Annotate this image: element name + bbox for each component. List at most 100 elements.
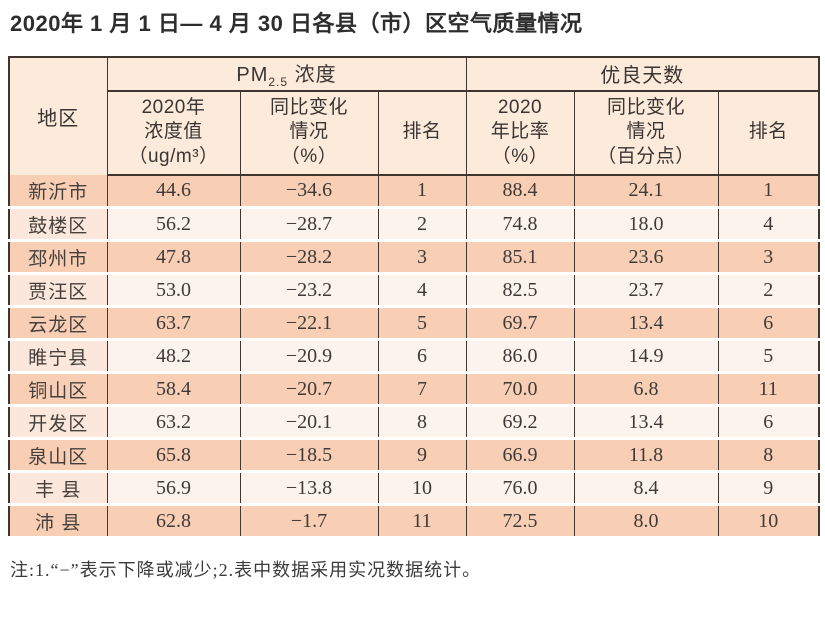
pm25-change-cell: −20.1: [240, 405, 379, 441]
ratio-value-cell: 66.9: [466, 438, 575, 474]
ratio-value-cell: 85.1: [466, 240, 575, 276]
ratio-value-cell: 86.0: [466, 339, 575, 375]
ratio-rank-cell: 2: [718, 273, 819, 309]
region-cell: 沛 县: [9, 504, 108, 540]
ratio-change-cell: 23.7: [574, 273, 719, 309]
ratio-rank-cell: 8: [718, 438, 819, 474]
region-cell: 贾汪区: [9, 273, 108, 309]
table-row: 邳州市 47.8 −28.2 3 85.1 23.6 3: [9, 240, 819, 276]
pm25-value-cell: 63.7: [107, 306, 241, 342]
column-header-ratio-rank: 排名: [718, 90, 819, 176]
table-row: 泉山区 65.8 −18.5 9 66.9 11.8 8: [9, 438, 819, 474]
table-header: 地区 PM2.5 浓度 优良天数 2020年 浓度值 （ug/m³） 同比变化 …: [9, 56, 819, 176]
pm25-change-cell: −22.1: [240, 306, 379, 342]
ratio-change-cell: 14.9: [574, 339, 719, 375]
ratio-change-cell: 18.0: [574, 207, 719, 243]
table-row: 睢宁县 48.2 −20.9 6 86.0 14.9 5: [9, 339, 819, 375]
ratio-rank-cell: 1: [718, 174, 819, 210]
column-group-pm25: PM2.5 浓度: [107, 56, 467, 92]
ratio-rank-cell: 11: [718, 372, 819, 408]
ratio-rank-cell: 5: [718, 339, 819, 375]
column-group-good-days: 优良天数: [466, 56, 819, 92]
pm25-value-cell: 63.2: [107, 405, 241, 441]
air-quality-table: 地区 PM2.5 浓度 优良天数 2020年 浓度值 （ug/m³） 同比变化 …: [8, 55, 820, 540]
pm25-rank-cell: 4: [378, 273, 467, 309]
page-title: 2020年 1 月 1 日— 4 月 30 日各县（市）区空气质量情况: [10, 11, 583, 36]
region-cell: 鼓楼区: [9, 207, 108, 243]
ratio-value-cell: 76.0: [466, 471, 575, 507]
pm25-value-cell: 48.2: [107, 339, 241, 375]
pm25-value-cell: 53.0: [107, 273, 241, 309]
pm25-label-prefix: PM: [236, 64, 269, 87]
ratio-rank-cell: 6: [718, 405, 819, 441]
region-cell: 睢宁县: [9, 339, 108, 375]
pm25-change-cell: −28.7: [240, 207, 379, 243]
ratio-value-cell: 70.0: [466, 372, 575, 408]
pm25-change-cell: −23.2: [240, 273, 379, 309]
table-row: 贾汪区 53.0 −23.2 4 82.5 23.7 2: [9, 273, 819, 309]
ratio-rank-cell: 10: [718, 504, 819, 540]
pm25-value-cell: 44.6: [107, 174, 241, 210]
table-row: 新沂市 44.6 −34.6 1 88.4 24.1 1: [9, 174, 819, 210]
ratio-value-cell: 69.7: [466, 306, 575, 342]
pm25-change-cell: −20.7: [240, 372, 379, 408]
pm25-rank-cell: 5: [378, 306, 467, 342]
pm25-change-cell: −1.7: [240, 504, 379, 540]
table-row: 鼓楼区 56.2 −28.7 2 74.8 18.0 4: [9, 207, 819, 243]
pm25-rank-cell: 6: [378, 339, 467, 375]
ratio-change-cell: 8.0: [574, 504, 719, 540]
ratio-value-cell: 82.5: [466, 273, 575, 309]
pm25-rank-cell: 8: [378, 405, 467, 441]
header-group-row: 地区 PM2.5 浓度 优良天数: [9, 56, 819, 175]
region-cell: 开发区: [9, 405, 108, 441]
region-cell: 丰 县: [9, 471, 108, 507]
ratio-value-cell: 88.4: [466, 174, 575, 210]
pm25-value-cell: 56.2: [107, 207, 241, 243]
pm25-label-subscript: 2.5: [268, 75, 289, 90]
pm25-rank-cell: 9: [378, 438, 467, 474]
page: 2020年 1 月 1 日— 4 月 30 日各县（市）区空气质量情况 地区 P…: [8, 11, 820, 580]
table-row: 沛 县 62.8 −1.7 11 72.5 8.0 10: [9, 504, 819, 540]
pm25-label-suffix: 浓度: [288, 64, 337, 87]
pm25-rank-cell: 10: [378, 471, 467, 507]
ratio-change-cell: 6.8: [574, 372, 719, 408]
ratio-rank-cell: 6: [718, 306, 819, 342]
column-header-region: 地区: [9, 56, 108, 175]
ratio-value-cell: 74.8: [466, 207, 575, 243]
pm25-value-cell: 65.8: [107, 438, 241, 474]
region-cell: 新沂市: [9, 174, 108, 210]
ratio-change-cell: 24.1: [574, 174, 719, 210]
pm25-change-cell: −20.9: [240, 339, 379, 375]
pm25-value-cell: 56.9: [107, 471, 241, 507]
table-row: 丰 县 56.9 −13.8 10 76.0 8.4 9: [9, 471, 819, 507]
region-cell: 泉山区: [9, 438, 108, 474]
column-header-pm25-change: 同比变化 情况 （%）: [240, 90, 379, 176]
table-row: 开发区 63.2 −20.1 8 69.2 13.4 6: [9, 405, 819, 441]
pm25-rank-cell: 2: [378, 207, 467, 243]
pm25-value-cell: 58.4: [107, 372, 241, 408]
region-cell: 铜山区: [9, 372, 108, 408]
table-body: 新沂市 44.6 −34.6 1 88.4 24.1 1 鼓楼区 56.2 −2…: [9, 174, 819, 540]
ratio-change-cell: 23.6: [574, 240, 719, 276]
ratio-change-cell: 13.4: [574, 405, 719, 441]
pm25-change-cell: −34.6: [240, 174, 379, 210]
pm25-rank-cell: 3: [378, 240, 467, 276]
ratio-value-cell: 69.2: [466, 405, 575, 441]
ratio-rank-cell: 4: [718, 207, 819, 243]
ratio-change-cell: 8.4: [574, 471, 719, 507]
ratio-change-cell: 13.4: [574, 306, 719, 342]
table-row: 铜山区 58.4 −20.7 7 70.0 6.8 11: [9, 372, 819, 408]
column-header-ratio-value: 2020 年比率 （%）: [466, 90, 575, 176]
ratio-value-cell: 72.5: [466, 504, 575, 540]
header-sub-row: 2020年 浓度值 （ug/m³） 同比变化 情况 （%） 排名 2020 年比…: [9, 90, 819, 176]
column-header-pm25-rank: 排名: [378, 90, 467, 176]
region-cell: 邳州市: [9, 240, 108, 276]
pm25-value-cell: 62.8: [107, 504, 241, 540]
column-header-pm25-value: 2020年 浓度值 （ug/m³）: [107, 90, 241, 176]
pm25-change-cell: −13.8: [240, 471, 379, 507]
pm25-change-cell: −18.5: [240, 438, 379, 474]
column-header-ratio-change: 同比变化 情况 （百分点）: [574, 90, 719, 176]
ratio-rank-cell: 9: [718, 471, 819, 507]
pm25-rank-cell: 11: [378, 504, 467, 540]
ratio-change-cell: 11.8: [574, 438, 719, 474]
